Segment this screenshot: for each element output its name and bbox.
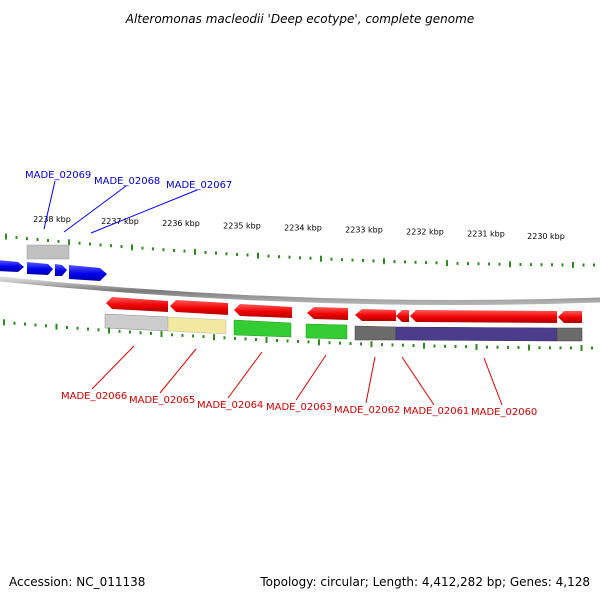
scale-tick-label: 2236 kbp [162, 219, 200, 228]
scale-tick-label: 2238 kbp [33, 215, 71, 224]
forward-strand-genes [0, 244, 107, 281]
cog-block-gray [104, 313, 169, 332]
gene-made-02067[interactable] [69, 265, 107, 281]
label-made-02063[interactable]: MADE_02063 [266, 402, 332, 413]
gene-made-02068[interactable] [27, 262, 53, 275]
gene-made-02062[interactable] [355, 309, 396, 321]
label-made-02062[interactable]: MADE_02062 [334, 405, 400, 416]
cog-block-green-1 [233, 319, 292, 338]
reverse-strand-genes [106, 297, 582, 323]
gene-made-02067-a[interactable] [55, 264, 67, 276]
genome-backbone [0, 276, 600, 305]
gene-made-02065[interactable] [170, 300, 228, 315]
scale-tick-label: 2235 kbp [223, 221, 261, 230]
scale-tick-label: 2231 kbp [467, 230, 505, 239]
gene-made-02064[interactable] [234, 304, 292, 318]
genome-summary-text: Topology: circular; Length: 4,412,282 bp… [259, 575, 590, 589]
label-made-02068[interactable]: MADE_02068 [94, 176, 160, 187]
cog-block-forward [26, 244, 70, 260]
scale-tick-label: 2232 kbp [406, 228, 444, 237]
scale-ticks: 2238 kbp 2237 kbp 2236 kbp 2235 kbp 2234 kbp… [33, 215, 565, 241]
label-made-02069[interactable]: MADE_02069 [25, 170, 91, 181]
scale-tick-label: 2230 kbp [527, 232, 565, 241]
label-made-02060[interactable]: MADE_02060 [471, 407, 537, 418]
gc-track-inner [3, 319, 593, 351]
gene-made-02069[interactable] [0, 260, 24, 272]
gene-made-02060-b[interactable] [558, 311, 582, 323]
accession-text: Accession: NC_011138 [9, 575, 145, 589]
forward-label-leaders [43, 180, 198, 234]
label-made-02061[interactable]: MADE_02061 [403, 406, 469, 417]
reverse-label-leaders [91, 345, 503, 406]
label-made-02064[interactable]: MADE_02064 [197, 400, 263, 411]
cog-block-purple [395, 326, 558, 342]
gene-made-02066[interactable] [106, 297, 168, 312]
label-made-02067[interactable]: MADE_02067 [166, 180, 232, 191]
cog-block-green-2 [305, 323, 348, 340]
cog-block-dark [354, 325, 397, 341]
map-title: Alteromonas macleodii 'Deep ecotype', co… [125, 12, 474, 26]
label-made-02065[interactable]: MADE_02065 [129, 395, 195, 406]
gc-track-outer [5, 233, 595, 268]
scale-tick-label: 2234 kbp [284, 223, 322, 232]
scale-tick-label: 2233 kbp [345, 226, 383, 235]
cog-blocks-reverse [104, 313, 583, 342]
cog-block-dark-2 [556, 327, 583, 342]
gene-made-02063[interactable] [307, 307, 348, 320]
gene-made-02060[interactable] [410, 310, 557, 323]
gene-made-02061[interactable] [396, 310, 409, 322]
label-made-02066[interactable]: MADE_02066 [61, 391, 127, 402]
cog-block-yellow [167, 316, 227, 335]
